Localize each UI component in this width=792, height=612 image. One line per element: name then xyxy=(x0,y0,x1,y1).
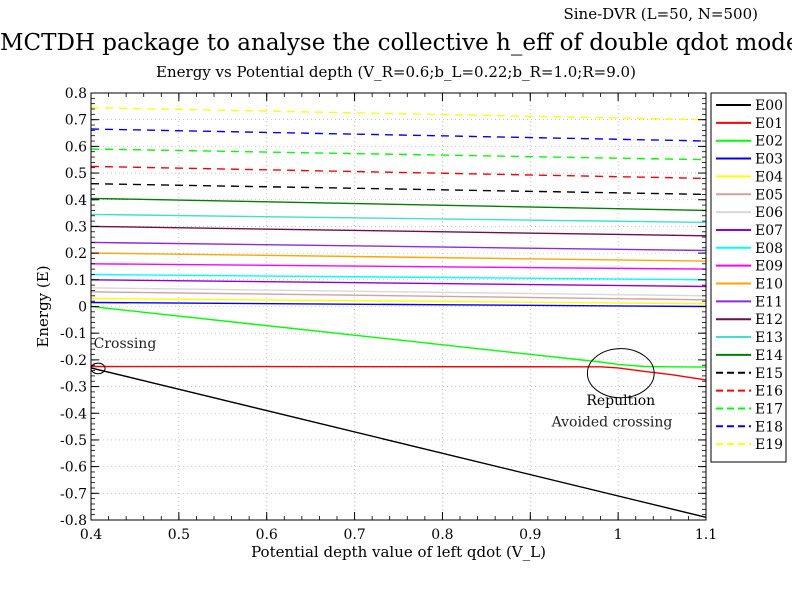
series-lines xyxy=(90,107,707,518)
legend-label-e19: E19 xyxy=(755,437,783,453)
y-tick-label: -0.5 xyxy=(60,433,87,449)
legend-label-e08: E08 xyxy=(755,241,783,257)
annotation-text: Repultion xyxy=(586,393,655,409)
legend-label-e16: E16 xyxy=(755,384,783,400)
legend-label-e12: E12 xyxy=(755,312,783,328)
series-line-e02 xyxy=(90,305,707,368)
legend-label-e05: E05 xyxy=(755,187,783,203)
x-tick-label: 0.9 xyxy=(519,527,541,543)
legend-box xyxy=(710,92,787,463)
y-tick-label: 0.3 xyxy=(65,219,87,235)
series-line-e10 xyxy=(90,252,707,262)
legend-label-e09: E09 xyxy=(755,259,783,275)
series-line-e03 xyxy=(90,301,707,308)
legend-label-e13: E13 xyxy=(755,330,783,346)
tick-labels: 0.4 0.5 0.6 0.7 0.8 0.9 1 1.1 -0.8 -0.7 -0.6 -0.5 -0… xyxy=(60,86,717,543)
series-line-e00 xyxy=(90,367,707,518)
legend-label-e10: E10 xyxy=(755,277,783,293)
annotation-markers xyxy=(90,348,655,399)
legend-label-e07: E07 xyxy=(755,223,783,239)
series-line-e04 xyxy=(90,297,707,305)
series-line-e14 xyxy=(90,197,707,212)
series-line-e09 xyxy=(90,263,707,270)
legend-label-e01: E01 xyxy=(755,116,783,132)
y-tick-label: 0.2 xyxy=(65,246,87,262)
series-line-e08 xyxy=(90,273,707,281)
y-tick-label: 0.7 xyxy=(65,113,87,129)
y-tick-label: 0.5 xyxy=(65,166,87,182)
legend-label-e15: E15 xyxy=(755,366,783,382)
series-line-e07 xyxy=(90,279,707,288)
x-tick-label: 1 xyxy=(614,527,623,543)
x-tick-label: 0.6 xyxy=(256,527,278,543)
tick-marks xyxy=(90,92,707,521)
chart-subtitle: Energy vs Potential depth (V_R=0.6;b_L=0… xyxy=(156,63,636,81)
series-line-e11 xyxy=(90,241,707,252)
y-tick-label: -0.6 xyxy=(60,460,87,476)
legend-label-e11: E11 xyxy=(755,294,783,310)
y-tick-label: -0.3 xyxy=(60,380,87,396)
series-line-e13 xyxy=(90,213,707,224)
series-line-e16 xyxy=(90,165,707,180)
series-line-e01 xyxy=(90,365,707,381)
annotation-text: Avoided crossing xyxy=(551,415,673,431)
annotation-text: Crossing xyxy=(94,336,157,352)
legend-label-e17: E17 xyxy=(755,401,783,417)
y-tick-label: -0.4 xyxy=(60,406,87,422)
y-tick-label: 0 xyxy=(78,300,87,316)
series-line-e18 xyxy=(90,128,707,142)
x-axis-label: Potential depth value of left qdot (V_L) xyxy=(251,543,546,561)
series-line-e05 xyxy=(90,291,707,301)
y-tick-label: -0.7 xyxy=(60,486,87,502)
y-tick-label: -0.2 xyxy=(60,353,87,369)
series-line-e06 xyxy=(90,287,707,297)
legend-label-e04: E04 xyxy=(755,169,783,185)
x-tick-label: 0.5 xyxy=(168,527,190,543)
series-line-e17 xyxy=(90,148,707,161)
legend-label-e00: E00 xyxy=(755,98,783,114)
annotation-ellipse xyxy=(586,348,655,399)
legend-label-e03: E03 xyxy=(755,152,783,168)
y-tick-label: 0.8 xyxy=(65,86,87,102)
legend-label-e02: E02 xyxy=(755,134,783,150)
annotations: Crossing Repultion Avoided crossing xyxy=(94,336,673,431)
y-tick-label: 0.4 xyxy=(65,193,87,209)
legend-label-e06: E06 xyxy=(755,205,783,221)
x-tick-label: 0.7 xyxy=(343,527,365,543)
series-line-e15 xyxy=(90,183,707,196)
corner-note: Sine-DVR (L=50, N=500) xyxy=(563,5,758,23)
x-tick-label: 0.4 xyxy=(80,527,102,543)
series-line-e12 xyxy=(90,225,707,237)
x-tick-label: 0.8 xyxy=(431,527,453,543)
y-tick-label: 0.6 xyxy=(65,139,87,155)
y-axis-label: Energy (E) xyxy=(34,265,52,347)
legend-label-e18: E18 xyxy=(755,419,783,435)
y-tick-label: -0.1 xyxy=(60,326,87,342)
series-line-e19 xyxy=(90,107,707,121)
y-tick-label: 0.1 xyxy=(65,273,87,289)
y-tick-label: -0.8 xyxy=(60,513,87,529)
x-tick-label: 1.1 xyxy=(695,527,717,543)
legend-label-e14: E14 xyxy=(755,348,783,364)
chart-title: MCTDH package to analyse the collective … xyxy=(0,30,792,56)
